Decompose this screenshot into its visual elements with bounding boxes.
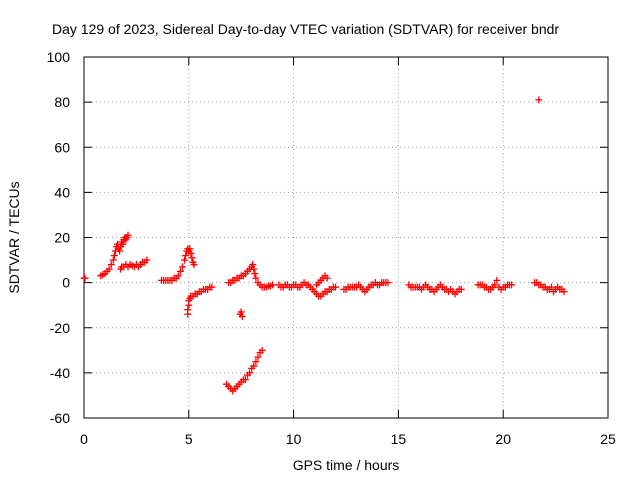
data-point bbox=[179, 263, 187, 271]
data-point bbox=[176, 267, 184, 275]
data-point bbox=[250, 265, 258, 273]
y-tick-label: 20 bbox=[54, 230, 70, 246]
y-tick-label: 80 bbox=[54, 94, 70, 110]
data-point bbox=[238, 312, 246, 320]
ticks-layer: 0 5 10 15 20 25 -60 -40 -20 0 20 40 60 80 100 bbox=[47, 49, 616, 447]
data-point bbox=[119, 240, 127, 248]
data-point bbox=[143, 256, 151, 264]
data-point bbox=[252, 274, 260, 282]
y-tick-label: 40 bbox=[54, 184, 70, 200]
x-tick-label: 20 bbox=[495, 431, 511, 447]
data-point bbox=[184, 306, 192, 314]
data-point bbox=[105, 265, 113, 273]
data-point bbox=[181, 256, 189, 264]
data-point bbox=[187, 249, 195, 257]
data-point bbox=[252, 358, 260, 366]
data-point bbox=[250, 362, 258, 370]
data-point bbox=[491, 281, 499, 289]
data-point bbox=[174, 272, 182, 280]
x-tick-label: 5 bbox=[185, 431, 193, 447]
data-point bbox=[107, 261, 115, 269]
data-point bbox=[237, 308, 245, 316]
data-point bbox=[535, 96, 543, 104]
x-tick-label: 25 bbox=[600, 431, 616, 447]
data-point bbox=[116, 247, 124, 255]
x-tick-label: 15 bbox=[391, 431, 407, 447]
data-point bbox=[560, 288, 568, 296]
data-point bbox=[493, 276, 501, 284]
y-tick-label: 100 bbox=[47, 49, 71, 65]
data-point bbox=[508, 281, 516, 289]
y-tick-label: 0 bbox=[62, 275, 70, 291]
chart-title: Day 129 of 2023, Sidereal Day-to-day VTE… bbox=[52, 21, 559, 37]
y-tick-label: 60 bbox=[54, 139, 70, 155]
data-point bbox=[384, 279, 392, 287]
data-point bbox=[269, 281, 277, 289]
data-point bbox=[241, 376, 249, 384]
data-point bbox=[547, 283, 555, 291]
x-axis-label: GPS time / hours bbox=[293, 457, 400, 473]
data-point bbox=[109, 256, 117, 264]
x-tick-label: 10 bbox=[286, 431, 302, 447]
data-point bbox=[258, 346, 266, 354]
plot-frame bbox=[83, 56, 609, 419]
y-tick-label: -20 bbox=[50, 320, 70, 336]
y-tick-label: -40 bbox=[50, 365, 70, 381]
points-layer bbox=[80, 96, 568, 395]
data-point bbox=[81, 274, 89, 282]
data-point bbox=[188, 254, 196, 262]
data-point bbox=[249, 261, 257, 269]
data-point bbox=[251, 270, 259, 278]
y-axis-label: SDTVAR / TECUs bbox=[6, 181, 22, 293]
data-point bbox=[182, 252, 190, 260]
y-tick-label: -60 bbox=[50, 410, 70, 426]
data-point bbox=[254, 353, 262, 361]
data-point bbox=[323, 274, 331, 282]
data-point bbox=[124, 231, 132, 239]
data-point bbox=[190, 261, 198, 269]
x-tick-label: 0 bbox=[80, 431, 88, 447]
data-point bbox=[110, 252, 118, 260]
data-point bbox=[457, 285, 465, 293]
data-point bbox=[208, 283, 216, 291]
data-point bbox=[186, 245, 194, 253]
data-point bbox=[332, 283, 340, 291]
grid-layer bbox=[84, 57, 608, 418]
data-point bbox=[246, 369, 254, 377]
